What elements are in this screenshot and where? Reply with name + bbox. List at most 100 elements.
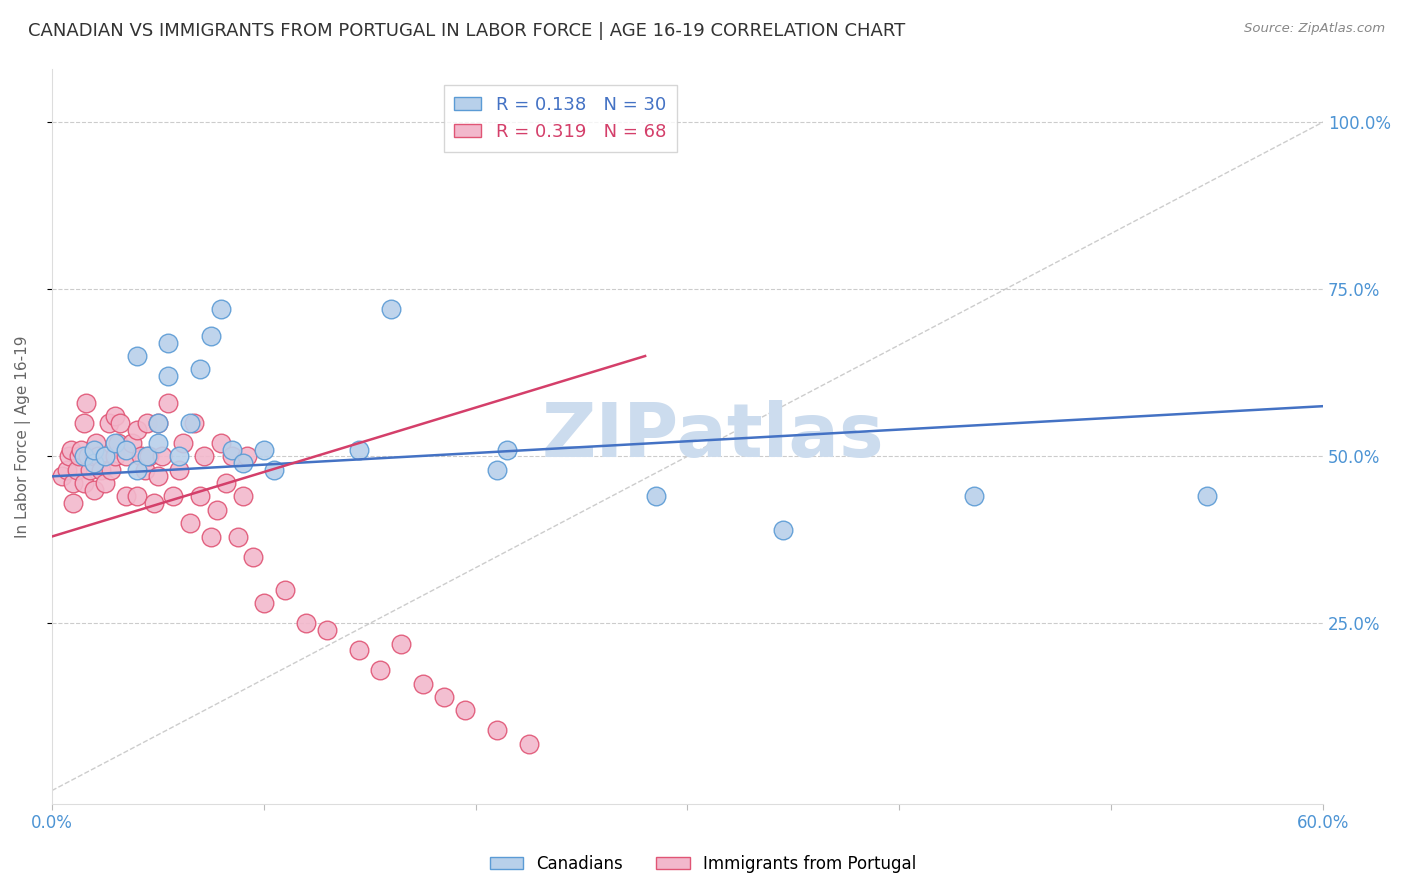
Point <box>274 582 297 597</box>
Point <box>157 369 180 384</box>
Point <box>179 516 201 531</box>
Point <box>157 396 180 410</box>
Point <box>167 450 190 464</box>
Point <box>454 703 477 717</box>
Legend: R = 0.138   N = 30, R = 0.319   N = 68: R = 0.138 N = 30, R = 0.319 N = 68 <box>443 85 678 152</box>
Point <box>221 442 243 457</box>
Point <box>1195 490 1218 504</box>
Text: Source: ZipAtlas.com: Source: ZipAtlas.com <box>1244 22 1385 36</box>
Point <box>150 450 173 464</box>
Point <box>90 463 112 477</box>
Point <box>72 416 94 430</box>
Text: ZIPatlas: ZIPatlas <box>541 400 884 473</box>
Point <box>167 463 190 477</box>
Point <box>72 450 94 464</box>
Legend: Canadians, Immigrants from Portugal: Canadians, Immigrants from Portugal <box>484 848 922 880</box>
Point <box>368 663 391 677</box>
Point <box>107 436 129 450</box>
Y-axis label: In Labor Force | Age 16-19: In Labor Force | Age 16-19 <box>15 335 31 538</box>
Point <box>72 476 94 491</box>
Point <box>221 450 243 464</box>
Point <box>86 436 108 450</box>
Point <box>87 450 110 464</box>
Point <box>242 549 264 564</box>
Text: CANADIAN VS IMMIGRANTS FROM PORTUGAL IN LABOR FORCE | AGE 16-19 CORRELATION CHAR: CANADIAN VS IMMIGRANTS FROM PORTUGAL IN … <box>28 22 905 40</box>
Point <box>496 442 519 457</box>
Point <box>125 463 148 477</box>
Point <box>146 416 169 430</box>
Point <box>433 690 456 704</box>
Point <box>51 469 73 483</box>
Point <box>104 436 127 450</box>
Point <box>136 416 159 430</box>
Point <box>62 476 84 491</box>
Point <box>104 409 127 424</box>
Point <box>121 436 143 450</box>
Point <box>115 490 138 504</box>
Point <box>115 450 138 464</box>
Point <box>485 463 508 477</box>
Point <box>138 450 160 464</box>
Point <box>231 456 253 470</box>
Point <box>188 490 211 504</box>
Point <box>67 450 90 464</box>
Point <box>200 530 222 544</box>
Point <box>94 450 117 464</box>
Point <box>125 423 148 437</box>
Point <box>129 450 152 464</box>
Point <box>142 496 165 510</box>
Point <box>214 476 236 491</box>
Point <box>70 442 93 457</box>
Point <box>79 463 101 477</box>
Point <box>94 476 117 491</box>
Point <box>517 737 540 751</box>
Point <box>263 463 285 477</box>
Point <box>76 450 98 464</box>
Point <box>209 302 232 317</box>
Point <box>104 450 127 464</box>
Point <box>226 530 249 544</box>
Point <box>962 490 984 504</box>
Point <box>134 463 156 477</box>
Point <box>412 676 434 690</box>
Point <box>83 456 105 470</box>
Point <box>83 483 105 497</box>
Point <box>62 496 84 510</box>
Point <box>179 416 201 430</box>
Point <box>200 329 222 343</box>
Point <box>193 450 215 464</box>
Point <box>125 349 148 363</box>
Point <box>231 490 253 504</box>
Point <box>59 442 82 457</box>
Point <box>205 503 228 517</box>
Point <box>157 335 180 350</box>
Point <box>162 490 184 504</box>
Point <box>75 396 97 410</box>
Point <box>58 450 80 464</box>
Point <box>125 490 148 504</box>
Point <box>347 643 370 657</box>
Point <box>183 416 205 430</box>
Point <box>146 469 169 483</box>
Point <box>209 436 232 450</box>
Point <box>146 416 169 430</box>
Point <box>316 623 339 637</box>
Point <box>772 523 794 537</box>
Point <box>485 723 508 738</box>
Point <box>644 490 666 504</box>
Point <box>83 450 105 464</box>
Point <box>391 636 413 650</box>
Point <box>115 442 138 457</box>
Point <box>172 436 194 450</box>
Point <box>108 416 131 430</box>
Point <box>253 442 276 457</box>
Point <box>295 616 318 631</box>
Point <box>146 436 169 450</box>
Point <box>253 596 276 610</box>
Point <box>136 450 159 464</box>
Point <box>100 463 122 477</box>
Point <box>98 416 121 430</box>
Point <box>83 442 105 457</box>
Point <box>347 442 370 457</box>
Point <box>66 463 89 477</box>
